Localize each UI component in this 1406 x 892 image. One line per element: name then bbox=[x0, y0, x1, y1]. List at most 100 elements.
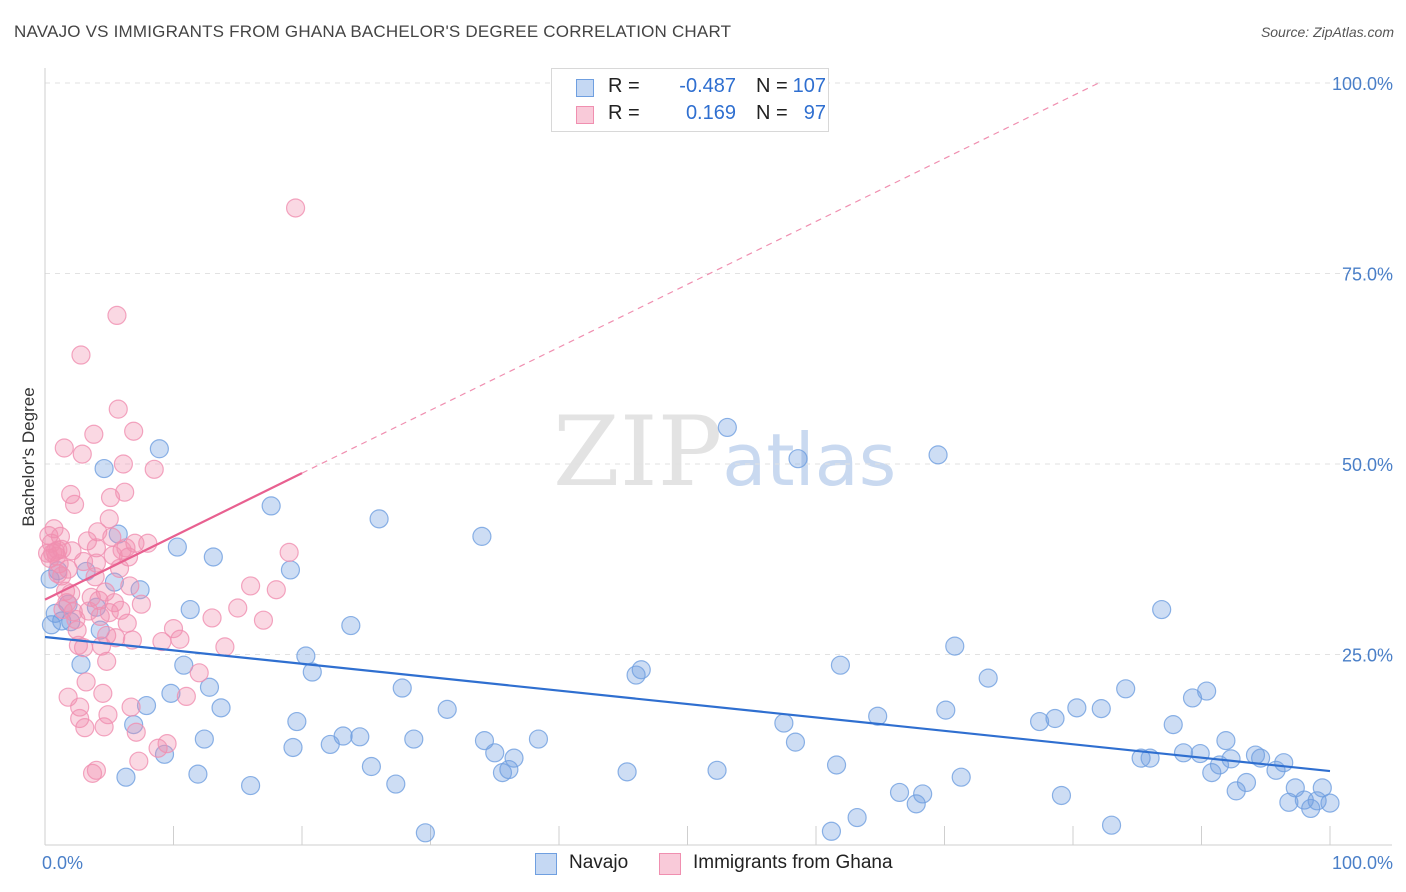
ghana-point bbox=[52, 539, 72, 559]
navajo-point bbox=[404, 729, 424, 749]
navajo-point bbox=[361, 756, 381, 777]
ghana-point bbox=[86, 538, 107, 558]
navajo-point bbox=[1101, 815, 1122, 835]
navajo-point bbox=[868, 706, 888, 726]
ghana-point bbox=[129, 751, 149, 771]
navajo-point bbox=[90, 620, 110, 640]
navajo-point bbox=[889, 782, 910, 803]
ghana-point bbox=[113, 454, 133, 474]
navajo-point bbox=[341, 615, 361, 636]
tick-labels: 25.0% 50.0% 75.0% 100.0% 0.0% 100.0% bbox=[42, 74, 1393, 873]
watermark-atlas: atlas bbox=[722, 418, 897, 502]
navajo-point bbox=[707, 760, 727, 780]
watermark-zip: ZIP bbox=[553, 396, 723, 508]
axes bbox=[44, 68, 1392, 846]
ghana-point bbox=[106, 628, 126, 648]
navajo-point bbox=[936, 700, 956, 720]
navajo-point bbox=[830, 655, 851, 675]
navajo-point bbox=[1197, 681, 1217, 701]
ghana-point bbox=[58, 559, 78, 579]
navajo-point bbox=[296, 646, 316, 666]
ghana-point bbox=[86, 760, 107, 780]
navajo-swatch bbox=[576, 79, 594, 97]
ghana-point bbox=[121, 697, 141, 717]
navajo-point bbox=[302, 662, 322, 682]
navajo-point bbox=[386, 774, 406, 794]
r-label: R = bbox=[608, 102, 640, 124]
ghana-point bbox=[124, 421, 144, 441]
trend-lines bbox=[44, 82, 1331, 773]
ghana-point bbox=[98, 705, 118, 725]
navajo-point bbox=[287, 711, 307, 732]
ghana-point bbox=[64, 494, 85, 514]
ghana-legend-swatch bbox=[659, 853, 681, 875]
ghana-point bbox=[108, 399, 128, 419]
ghana-point bbox=[94, 717, 114, 737]
navajo-point bbox=[945, 636, 965, 656]
n-value: 107 bbox=[792, 75, 826, 97]
ghana-point bbox=[100, 487, 121, 508]
navajo-point bbox=[350, 727, 370, 747]
x-tick-label: 100.0% bbox=[1332, 853, 1393, 873]
ghana-point bbox=[75, 718, 95, 738]
ghana-point bbox=[99, 509, 119, 529]
navajo-point bbox=[280, 560, 301, 580]
navajo-point bbox=[617, 762, 637, 782]
navajo-point bbox=[631, 660, 651, 680]
ghana-point bbox=[61, 484, 81, 505]
navajo-point bbox=[504, 748, 524, 768]
navajo-point bbox=[392, 678, 412, 698]
ghana-point bbox=[176, 686, 196, 707]
ghana-point bbox=[71, 345, 91, 365]
navajo-point bbox=[94, 458, 114, 479]
ghana-point bbox=[170, 629, 190, 649]
navajo-point bbox=[528, 729, 549, 749]
r-label: R = bbox=[608, 75, 640, 97]
navajo-point bbox=[369, 509, 389, 529]
navajo-point bbox=[71, 654, 91, 675]
ghana-point bbox=[63, 602, 83, 622]
ghana-point bbox=[70, 697, 90, 717]
ghana-point bbox=[241, 576, 261, 596]
n-value: 97 bbox=[803, 102, 826, 124]
navajo-point bbox=[41, 615, 62, 635]
ghana-point bbox=[93, 683, 113, 703]
y-axis-label: Bachelor's Degree bbox=[19, 387, 38, 526]
navajo-point bbox=[333, 726, 353, 746]
navajo-point bbox=[116, 767, 136, 787]
navajo-point bbox=[1274, 753, 1294, 773]
navajo-point bbox=[1216, 731, 1236, 751]
stats-legend: R = -0.487 N = 107 R = 0.169 N = 97 bbox=[551, 68, 829, 132]
ghana-point bbox=[126, 722, 146, 742]
navajo-point bbox=[437, 699, 457, 719]
navajo-legend-swatch bbox=[535, 853, 557, 875]
r-value: -0.487 bbox=[679, 75, 736, 97]
navajo-point bbox=[626, 665, 646, 685]
navajo-point bbox=[821, 821, 842, 841]
ghana-point bbox=[215, 637, 235, 657]
navajo-point bbox=[978, 668, 998, 688]
navajo-point bbox=[1029, 711, 1050, 732]
navajo-point bbox=[951, 767, 971, 787]
n-label: N = bbox=[756, 75, 788, 97]
navajo-point bbox=[415, 823, 435, 843]
navajo-point bbox=[188, 764, 208, 784]
navajo-point bbox=[1152, 599, 1172, 620]
navajo-point bbox=[472, 526, 492, 546]
ghana-point bbox=[70, 708, 90, 729]
chart-title: NAVAJO VS IMMIGRANTS FROM GHANA BACHELOR… bbox=[14, 22, 732, 41]
navajo-point bbox=[913, 784, 933, 804]
navajo-point bbox=[906, 794, 926, 814]
ghana-point bbox=[148, 738, 168, 758]
x-tick-label: 0.0% bbox=[42, 853, 83, 873]
ghana-point bbox=[228, 598, 248, 618]
navajo-point bbox=[474, 731, 495, 751]
navajo-point bbox=[1091, 699, 1111, 719]
navajo-point bbox=[1221, 749, 1241, 769]
navajo-point bbox=[199, 677, 220, 697]
n-label: N = bbox=[756, 102, 788, 124]
ghana-point bbox=[120, 576, 140, 596]
navajo-point bbox=[194, 729, 214, 749]
ghana-point bbox=[49, 554, 69, 574]
ghana-point bbox=[285, 198, 306, 218]
